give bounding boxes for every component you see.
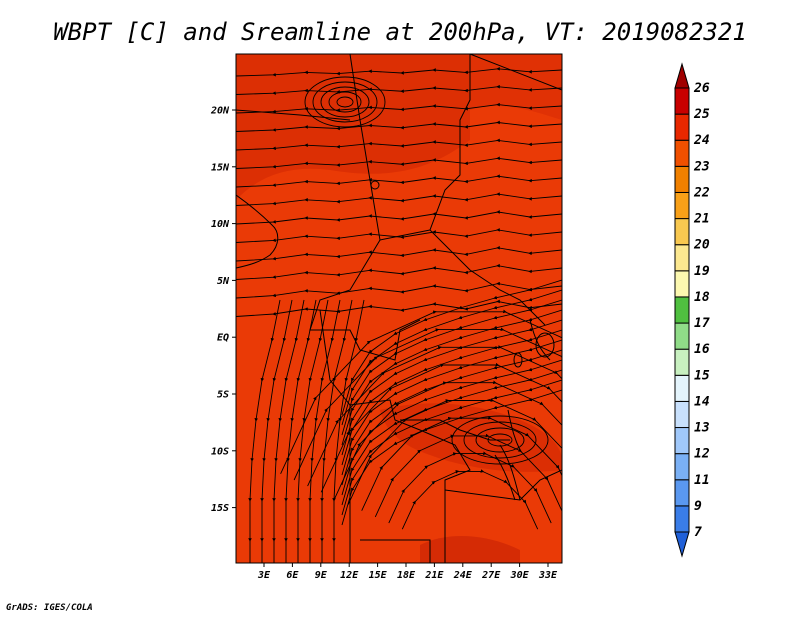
colorbar-box xyxy=(674,139,690,167)
lon-tick-label: 12E xyxy=(340,570,359,581)
colorbar-box xyxy=(674,87,690,115)
colorbar-label: 22 xyxy=(693,185,710,200)
lon-tick-label: 27E xyxy=(481,570,501,581)
colorbar-box xyxy=(674,400,690,429)
footer-credit: GrADS: IGES/COLA xyxy=(6,603,93,613)
streamline xyxy=(236,228,562,243)
map-frame xyxy=(235,53,563,564)
colorbar-box xyxy=(674,427,690,455)
map-panel xyxy=(235,53,563,564)
colorbar-label: 9 xyxy=(694,499,702,514)
lon-tick-label: 18E xyxy=(397,570,416,581)
colorbar-box xyxy=(674,479,690,507)
streamline-swirl xyxy=(487,433,513,447)
colorbar-label: 12 xyxy=(694,447,710,462)
streamline xyxy=(236,192,562,206)
lat-tick-label: 5S xyxy=(217,390,229,401)
longitude-axis: 3E 6E 9E 12E 15E 18E 21E 24E 27E 30E 33E xyxy=(257,563,558,581)
streamline-vortex xyxy=(312,81,378,123)
colorbar-box xyxy=(674,191,690,220)
chart-title: WBPT [C] and Sreamline at 200hPa, VT: 20… xyxy=(53,18,747,46)
lon-tick-label: 15E xyxy=(369,570,388,581)
colorbar-box xyxy=(674,505,690,533)
streamline-swirl xyxy=(463,421,537,459)
lat-tick-label: 15S xyxy=(211,503,229,514)
colorbar-label: 15 xyxy=(694,368,710,383)
streamline-vortex xyxy=(304,76,386,128)
colorbar-label: 24 xyxy=(693,133,710,148)
streamline xyxy=(332,299,365,563)
lat-tick-label: 5N xyxy=(217,276,230,287)
colorbar: 7 9 11 12 13 14 15 16 17 18 19 20 21 22 23 24 25 26 xyxy=(674,62,710,558)
colorbar-label: 7 xyxy=(694,525,702,540)
streamline xyxy=(236,84,562,95)
colorbar-box xyxy=(674,165,690,193)
streamline xyxy=(236,138,562,151)
lon-tick-label: 33E xyxy=(538,570,558,581)
lon-tick-label: 21E xyxy=(424,570,444,581)
lat-tick-label: 10N xyxy=(211,219,230,230)
lat-tick-label: EQ xyxy=(217,333,229,344)
colorbar-label: 26 xyxy=(693,81,710,96)
colorbar-label: 18 xyxy=(694,290,710,305)
lat-tick-label: 15N xyxy=(211,162,230,173)
colorbar-label: 20 xyxy=(693,238,710,253)
streamline xyxy=(236,263,562,280)
colorbar-label: 19 xyxy=(694,264,710,279)
colorbar-label: 11 xyxy=(694,473,710,488)
streamline xyxy=(236,210,562,225)
country-borders xyxy=(236,54,562,563)
colorbar-label: 14 xyxy=(694,394,710,409)
latitude-axis: 20N 15N 10N 5N EQ 5S 10S 15S xyxy=(210,106,236,514)
streamline-vortex xyxy=(336,96,354,108)
streamline xyxy=(236,174,562,188)
lon-tick-label: 24E xyxy=(453,570,473,581)
colorbar-box xyxy=(674,270,690,298)
lakes xyxy=(370,180,555,501)
colorbar-label: 13 xyxy=(694,421,710,436)
lon-tick-label: 9E xyxy=(315,570,328,581)
colorbar-max-arrow xyxy=(674,62,690,89)
streamline xyxy=(236,102,562,114)
colorbar-box xyxy=(674,348,690,376)
colorbar-box xyxy=(674,218,690,246)
lat-tick-label: 20N xyxy=(210,106,230,117)
lon-tick-label: 30E xyxy=(510,570,530,581)
colorbar-box xyxy=(674,113,690,141)
colorbar-label: 21 xyxy=(693,212,710,227)
streamlines xyxy=(236,66,562,563)
colorbar-label: 23 xyxy=(693,159,710,174)
streamline xyxy=(236,156,562,169)
colorbar-min-arrow xyxy=(674,531,690,558)
colorbar-label: 16 xyxy=(694,342,710,357)
streamline xyxy=(236,66,562,77)
streamline-vortex xyxy=(320,86,370,118)
streamline-swirl xyxy=(475,427,525,453)
colorbar-box xyxy=(674,374,690,402)
streamline xyxy=(236,120,562,132)
lon-tick-label: 6E xyxy=(286,570,299,581)
colorbar-box xyxy=(674,296,690,324)
colorbar-label: 17 xyxy=(694,316,710,331)
colorbar-box xyxy=(674,322,690,350)
colorbar-box xyxy=(674,453,690,481)
lon-tick-label: 3E xyxy=(257,570,271,581)
streamline xyxy=(236,245,562,262)
colorbar-box xyxy=(674,244,690,272)
lat-tick-label: 10S xyxy=(211,446,229,457)
colorbar-label: 25 xyxy=(693,107,710,122)
streamline-vortex xyxy=(328,91,362,113)
